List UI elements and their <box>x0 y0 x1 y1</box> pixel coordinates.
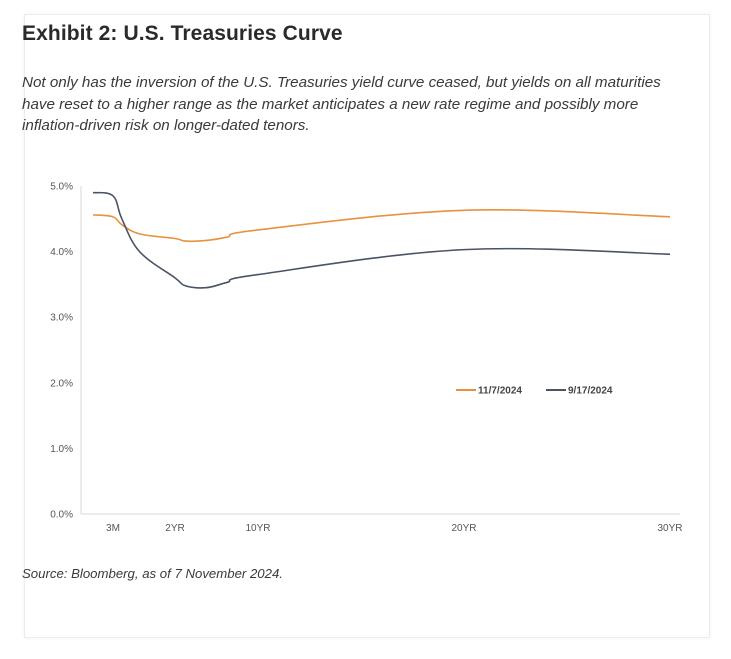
x-tick-label: 2YR <box>165 523 184 534</box>
series-line-1 <box>92 209 671 243</box>
series-line-2 <box>92 191 671 289</box>
y-tick-label: 0.0% <box>50 510 73 521</box>
exhibit-title: Exhibit 2: U.S. Treasuries Curve <box>22 22 343 45</box>
y-tick-label: 5.0% <box>50 182 73 193</box>
y-tick-label: 4.0% <box>50 247 73 258</box>
legend-label-1: 11/7/2024 <box>478 386 522 397</box>
x-axis-labels: 3M 2YR 10YR 20YR 30YR <box>106 523 682 534</box>
legend-label-2: 9/17/2024 <box>568 386 613 397</box>
x-tick-label: 3M <box>106 523 120 534</box>
x-tick-label: 20YR <box>451 523 476 534</box>
y-tick-label: 3.0% <box>50 313 73 324</box>
exhibit-subtitle: Not only has the inversion of the U.S. T… <box>22 74 661 134</box>
y-tick-label: 1.0% <box>50 444 73 455</box>
source-note: Source: Bloomberg, as of 7 November 2024… <box>22 566 283 581</box>
x-tick-label: 30YR <box>657 523 682 534</box>
series-layer <box>92 191 671 289</box>
chart-legend: 11/7/2024 9/17/2024 <box>456 386 613 397</box>
y-tick-label: 2.0% <box>50 378 73 389</box>
y-axis-labels: 0.0% 1.0% 2.0% 3.0% 4.0% 5.0% <box>50 182 73 521</box>
exhibit-card <box>24 14 710 638</box>
x-tick-label: 10YR <box>245 523 270 534</box>
